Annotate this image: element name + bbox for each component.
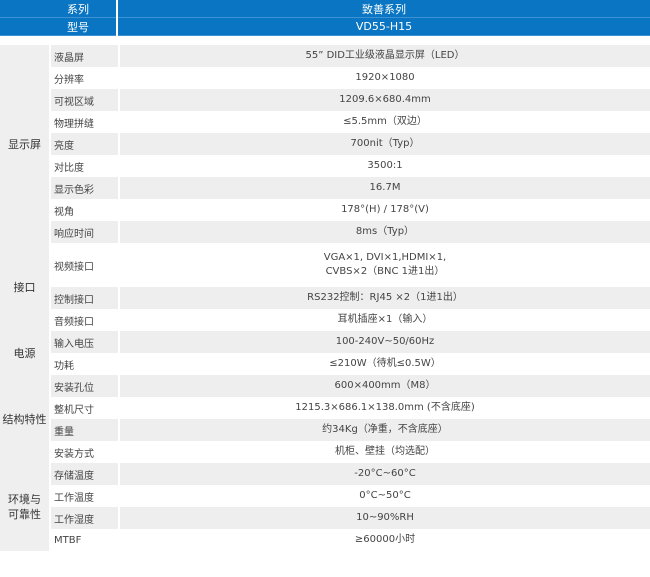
spec-label: 视角 — [50, 199, 120, 221]
spec-label: 工作温度 — [50, 485, 120, 507]
category-cell: 接口 — [0, 243, 51, 331]
spec-label: MTBF — [50, 529, 120, 551]
spec-table: 显示屏 液晶屏 55” DID工业级液晶显示屏（LED） 分辨率 1920×1080 可视… — [0, 45, 650, 551]
spec-label: 存储温度 — [50, 463, 120, 485]
category-cell: 环境与 可靠性 — [0, 463, 51, 551]
spec-label: 亮度 — [50, 133, 120, 155]
spec-value: -20°C~60°C — [119, 463, 650, 485]
spec-value: ≤210W（待机≤0.5W） — [119, 353, 650, 375]
series-label: 系列 — [0, 0, 118, 18]
spec-label: 输入电压 — [50, 331, 120, 353]
spec-value: 约34Kg（净重，不含底座） — [119, 419, 650, 441]
spec-row: 响应时间 8ms（Typ） — [0, 221, 650, 243]
spec-row: 整机尺寸 1215.3×686.1×138.0mm (不含底座) — [0, 397, 650, 419]
spec-row: 控制接口 RS232控制：RJ45 ×2（1进1出） — [0, 287, 650, 309]
category-line: 环境与 — [8, 493, 41, 506]
spec-value: 1920×1080 — [119, 67, 650, 89]
model-label-text: 型号 — [67, 20, 89, 34]
model-label: 型号 — [0, 17, 118, 36]
spec-value: 55” DID工业级液晶显示屏（LED） — [119, 45, 650, 67]
spec-label: 显示色彩 — [50, 177, 120, 199]
spec-label: 安装孔位 — [50, 375, 120, 397]
spec-label: 液晶屏 — [50, 45, 120, 67]
category-cell: 结构特性 — [0, 375, 51, 463]
spec-row: 物理拼缝 ≤5.5mm（双边） — [0, 111, 650, 133]
spec-value: ≤5.5mm（双边） — [119, 111, 650, 133]
spec-value: 8ms（Typ） — [119, 221, 650, 243]
spec-value: 3500:1 — [119, 155, 650, 177]
value-line: VGA×1, DVI×1,HDMI×1, — [323, 252, 447, 263]
spec-value: 700nit（Typ） — [119, 133, 650, 155]
spec-value: 机柜、壁挂（均选配） — [119, 441, 650, 463]
spec-row: 重量 约34Kg（净重，不含底座） — [0, 419, 650, 441]
spec-value: ≥60000小时 — [119, 529, 650, 551]
series-row: 系列 致善系列 — [0, 0, 650, 18]
spec-row: 音频接口 耳机插座×1（输入） — [0, 309, 650, 331]
spec-label: 分辨率 — [50, 67, 120, 89]
spec-label: 功耗 — [50, 353, 120, 375]
category-cell: 显示屏 — [0, 45, 51, 243]
spec-value: 1209.6×680.4mm — [119, 89, 650, 111]
category-cell: 电源 — [0, 331, 51, 375]
spec-value: RS232控制：RJ45 ×2（1进1出） — [119, 287, 650, 309]
spec-label: 响应时间 — [50, 221, 120, 243]
spec-row: MTBF ≥60000小时 — [0, 529, 650, 551]
value-line: CVBS×2（BNC 1进1出） — [325, 266, 445, 277]
spec-value: 10~90%RH — [119, 507, 650, 529]
spec-label: 安装方式 — [50, 441, 120, 463]
header-table: 系列 致善系列 型号 VD55-H15 — [0, 0, 650, 36]
spec-row: 显示色彩 16.7M — [0, 177, 650, 199]
spec-value: 16.7M — [119, 177, 650, 199]
spec-row: 视角 178°(H) / 178°(V) — [0, 199, 650, 221]
spec-label: 重量 — [50, 419, 120, 441]
spec-row: 可视区域 1209.6×680.4mm — [0, 89, 650, 111]
spec-value: 1215.3×686.1×138.0mm (不含底座) — [119, 397, 650, 419]
category-line: 可靠性 — [8, 508, 41, 521]
spec-label: 对比度 — [50, 155, 120, 177]
spec-label: 物理拼缝 — [50, 111, 120, 133]
spec-value: 100-240V~50/60Hz — [119, 331, 650, 353]
model-row: 型号 VD55-H15 — [0, 17, 650, 36]
spec-label: 视频接口 — [50, 243, 120, 287]
spec-value: 600×400mm（M8） — [119, 375, 650, 397]
spec-row: 电源 输入电压 100-240V~50/60Hz — [0, 331, 650, 375]
spec-value: 耳机插座×1（输入） — [119, 309, 650, 331]
series-value: 致善系列 — [117, 0, 650, 18]
series-label-text: 系列 — [67, 2, 89, 16]
spec-value: 0°C~50°C — [119, 485, 650, 507]
spec-value: VGA×1, DVI×1,HDMI×1, CVBS×2（BNC 1进1出） — [119, 243, 650, 287]
model-value: VD55-H15 — [117, 17, 650, 36]
spec-row: 分辨率 1920×1080 — [0, 67, 650, 89]
spec-row: 接口 视频接口 VGA×1, DVI×1,HDMI×1, CVBS×2（BNC 1进1… — [0, 243, 650, 331]
spec-value: 178°(H) / 178°(V) — [119, 199, 650, 221]
spec-row: 对比度 3500:1 — [0, 155, 650, 177]
spec-row: 工作温度 0°C~50°C — [0, 485, 650, 507]
spec-row: 工作湿度 10~90%RH — [0, 507, 650, 529]
spec-row: 功耗 ≤210W（待机≤0.5W） — [0, 353, 650, 375]
spec-row: 环境与 可靠性 存储温度 -20°C~60°C — [0, 463, 650, 551]
spec-label: 整机尺寸 — [50, 397, 120, 419]
spec-label: 可视区域 — [50, 89, 120, 111]
spec-label: 音频接口 — [50, 309, 120, 331]
spec-label: 工作湿度 — [50, 507, 120, 529]
spec-row: 结构特性 安装孔位 600×400mm（M8） — [0, 375, 650, 463]
spec-row: 显示屏 液晶屏 55” DID工业级液晶显示屏（LED） — [0, 45, 650, 243]
spec-label: 控制接口 — [50, 287, 120, 309]
spec-row: 安装方式 机柜、壁挂（均选配） — [0, 441, 650, 463]
spec-row: 亮度 700nit（Typ） — [0, 133, 650, 155]
